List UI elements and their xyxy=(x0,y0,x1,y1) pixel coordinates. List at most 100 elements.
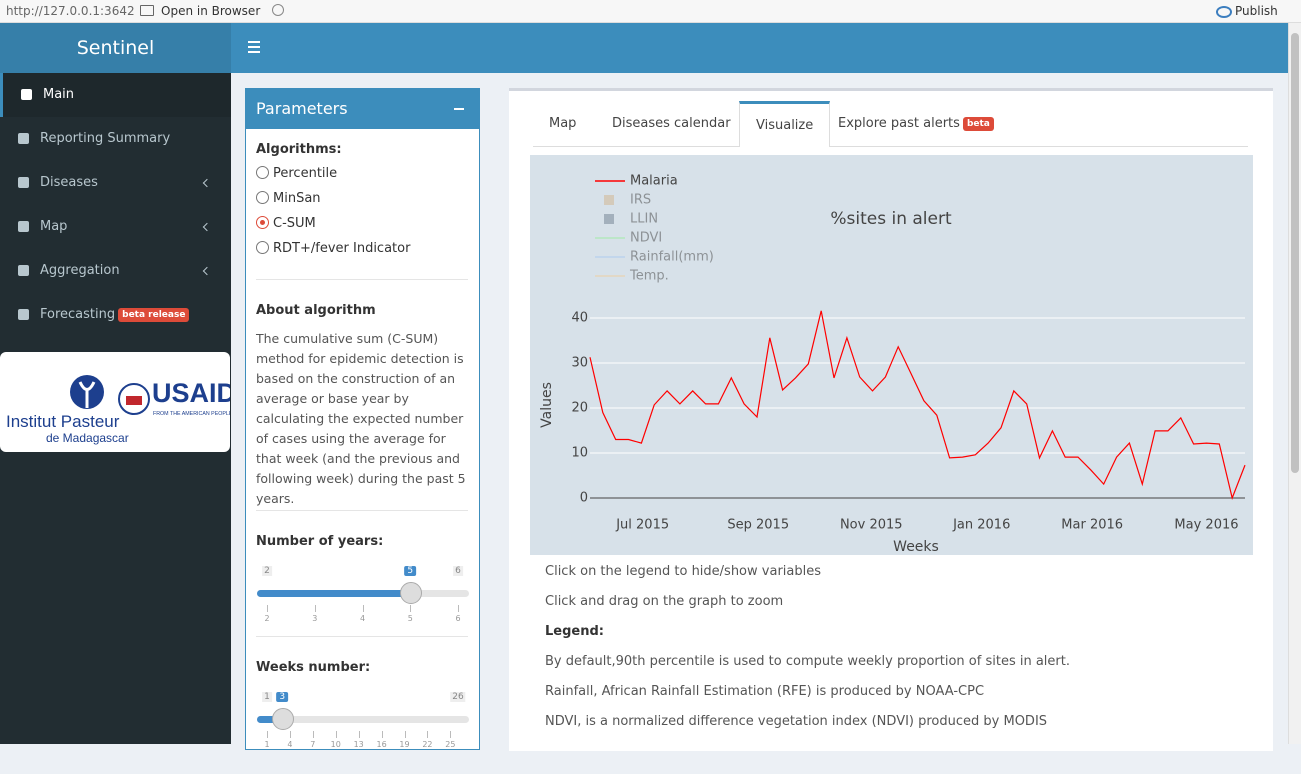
tab[interactable]: Explore past alerts beta xyxy=(822,101,1010,146)
browser-bar: http://127.0.0.1:3642 Open in Browser Pu… xyxy=(0,0,1301,23)
radio-option[interactable]: C-SUM xyxy=(256,216,316,231)
note: Click on the legend to hide/show variabl… xyxy=(545,564,821,579)
legend-item[interactable]: IRS xyxy=(604,193,651,208)
legend-label: LLIN xyxy=(630,212,658,227)
slider-tick-label: 6 xyxy=(455,614,461,623)
slider[interactable]: 2 6 5 2 3 4 5 6 xyxy=(246,548,479,648)
refresh-icon[interactable] xyxy=(272,4,284,16)
menu-item[interactable]: Forecasting beta release xyxy=(0,293,231,337)
x-tick-label: May 2016 xyxy=(1174,518,1238,533)
slider-tick xyxy=(267,605,268,612)
slider-tick-label: 2 xyxy=(264,614,270,623)
logo-usaid: USAID xyxy=(152,378,230,408)
legend-swatch xyxy=(604,214,614,224)
legend-swatch xyxy=(604,195,614,205)
slider-tick-label: 1 xyxy=(264,740,270,749)
slider-tick xyxy=(381,731,383,738)
legend-item[interactable]: Temp. xyxy=(595,269,669,284)
note: Rainfall, African Rainfall Estimation (R… xyxy=(545,684,985,699)
slider-label: Number of years: xyxy=(256,534,384,549)
tab-label: Visualize xyxy=(756,118,814,133)
logo-art: Institut Pasteur de Madagascar USAID FRO… xyxy=(6,375,236,445)
radio-option[interactable]: MinSan xyxy=(256,191,321,206)
radio-option[interactable]: RDT+/fever Indicator xyxy=(256,241,410,256)
collapse[interactable] xyxy=(454,108,464,110)
chart-title: %sites in alert xyxy=(830,209,952,229)
radio-label: Percentile xyxy=(273,166,338,181)
badge: beta release xyxy=(118,307,190,322)
menu-item[interactable]: Diseases xyxy=(0,161,231,205)
data-line xyxy=(589,310,1246,501)
slider-tick xyxy=(267,731,268,738)
menu-label: Reporting Summary xyxy=(40,131,171,146)
divider xyxy=(256,636,468,637)
menu-item[interactable]: Aggregation xyxy=(0,249,231,293)
header: Sentinel xyxy=(0,23,1288,73)
box-header: Parameters xyxy=(246,89,479,129)
slider-tick-label: 4 xyxy=(359,614,366,623)
radio-button[interactable] xyxy=(256,241,269,254)
slider-value: 3 xyxy=(276,692,289,702)
y-tick-label: 30 xyxy=(571,356,588,371)
menu-toggle[interactable] xyxy=(248,41,260,53)
logo: Institut Pasteur de Madagascar USAID FRO… xyxy=(0,352,236,452)
legend-item[interactable]: Rainfall(mm) xyxy=(595,250,714,265)
slider[interactable]: 1 26 3 1 4 7 10 13 16 19 22 25 xyxy=(246,674,479,774)
slider-tick xyxy=(450,731,452,738)
menu-item[interactable]: Main xyxy=(0,73,231,117)
logo-institut: Institut Pasteur xyxy=(6,412,120,431)
menu-item[interactable]: Reporting Summary xyxy=(0,117,231,161)
tab-label: Explore past alerts xyxy=(838,116,960,131)
x-tick-label: Jan 2016 xyxy=(952,518,1010,533)
slider-track xyxy=(257,716,469,723)
tab[interactable]: Diseases calendar xyxy=(596,101,747,146)
logo-tagline: FROM THE AMERICAN PEOPLE xyxy=(153,411,230,417)
menu-item[interactable]: Map xyxy=(0,205,231,249)
url: http://127.0.0.1:3642 xyxy=(6,4,135,18)
slider-max: 26 xyxy=(450,692,466,702)
menu-icon xyxy=(18,177,29,188)
chevron xyxy=(202,222,212,232)
menu-icon xyxy=(18,265,29,276)
scrollbar[interactable] xyxy=(1288,23,1301,744)
y-axis-label: Values xyxy=(539,382,555,428)
y-tick-label: 0 xyxy=(580,491,588,506)
radio-button[interactable] xyxy=(256,166,269,179)
publish[interactable]: Publish xyxy=(1235,4,1278,18)
slider-tick xyxy=(335,731,337,738)
x-tick-label: Sep 2015 xyxy=(727,518,789,533)
x-tick-label: Nov 2015 xyxy=(840,518,903,533)
note: By default,90th percentile is used to co… xyxy=(545,654,1070,669)
radio-label: MinSan xyxy=(273,191,321,206)
slider-handle[interactable] xyxy=(400,582,423,604)
note: Legend: xyxy=(545,624,604,639)
slider-tick xyxy=(427,731,429,738)
chart: %sites in alert 0 10 20 30 40 Jul 2015 Sep 2015… xyxy=(530,155,1253,555)
menu-label: Diseases xyxy=(40,175,98,190)
legend-label: Rainfall(mm) xyxy=(630,250,714,265)
divider xyxy=(256,279,468,280)
menu-icon xyxy=(18,133,29,144)
slider-tick-label: 3 xyxy=(312,614,318,623)
tab[interactable]: Visualize xyxy=(739,101,831,147)
radio-option[interactable]: Percentile xyxy=(256,166,337,181)
page: http://127.0.0.1:3642 Open in Browser Pu… xyxy=(0,0,1301,751)
legend-item[interactable]: LLIN xyxy=(604,212,658,227)
y-tick-label: 20 xyxy=(571,401,588,416)
slider-min: 1 xyxy=(262,692,272,702)
open-in-browser[interactable]: Open in Browser xyxy=(161,4,261,18)
tab[interactable]: Map xyxy=(533,101,592,146)
slider-tick-label: 13 xyxy=(353,740,364,749)
slider-tick xyxy=(358,731,360,738)
visualize-panel: Map Diseases calendar Visualize Explore pas… xyxy=(509,88,1273,751)
slider-handle[interactable] xyxy=(272,708,295,730)
radio-button[interactable] xyxy=(256,191,269,204)
slider-tick-label: 5 xyxy=(407,614,413,623)
legend-item[interactable]: NDVI xyxy=(595,231,662,246)
menu-icon xyxy=(21,89,32,100)
legend-item[interactable]: Malaria xyxy=(595,174,678,189)
chevron xyxy=(202,266,212,276)
slider-tick xyxy=(410,605,412,612)
radio-button[interactable] xyxy=(256,216,269,229)
menu-icon xyxy=(18,221,29,232)
